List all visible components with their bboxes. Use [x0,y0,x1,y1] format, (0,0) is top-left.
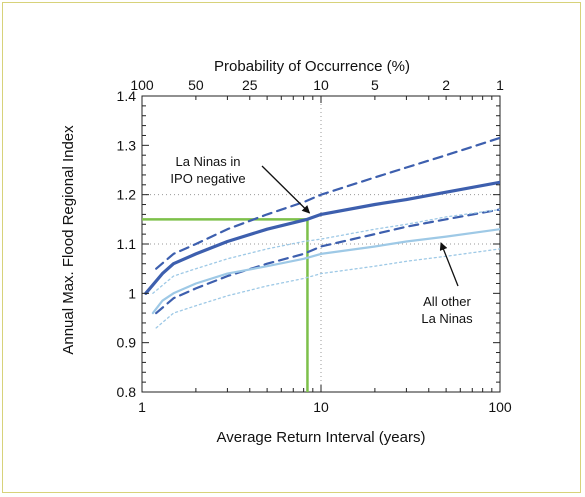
y-tick-label: 1.3 [117,137,137,153]
top-tick-label: 100 [130,77,154,93]
series-line-6 [155,248,500,329]
y-tick-label: 1.4 [117,88,137,104]
figure-frame [2,2,581,493]
y-tick-label: 1 [128,285,136,301]
series-line-5 [152,208,500,294]
top-axis-title: Probability of Occurrence (%) [214,58,410,75]
y-tick-label: 1.2 [117,187,137,203]
y-tick-label: 0.8 [117,384,137,400]
y-tick-label: 0.9 [117,335,137,351]
top-tick-label: 2 [442,77,450,93]
top-tick-label: 10 [313,77,329,93]
annotation-la-ninas-ipo: La Ninas in IPO negative [170,154,245,186]
top-tick-label: 50 [188,77,204,93]
series-line-4 [151,228,500,315]
reference-lines [142,218,309,392]
x-tick-label: 10 [313,399,329,415]
annotation-arrow-ipo [261,165,311,214]
annotation-arrow-other [439,242,459,287]
axis-ticks [141,95,500,393]
top-tick-label: 5 [371,77,379,93]
series-line-2 [155,136,500,270]
annotation-all-other-la-ninas: All other La Ninas [421,294,473,326]
series-line-3 [155,208,500,315]
series-line-1 [144,180,500,295]
x-tick-label: 100 [488,399,512,415]
annotations: La Ninas in IPO negative All other La Ninas [170,154,473,326]
y-axis-title: Annual Max. Flood Regional Index [60,125,77,355]
top-tick-label: 25 [242,77,258,93]
x-axis-title: Average Return Interval (years) [217,429,426,446]
gridlines [142,96,500,392]
x-tick-label: 1 [138,399,146,415]
y-tick-label: 1.1 [117,236,137,252]
series-lines [144,136,500,329]
top-tick-label: 1 [496,77,504,93]
